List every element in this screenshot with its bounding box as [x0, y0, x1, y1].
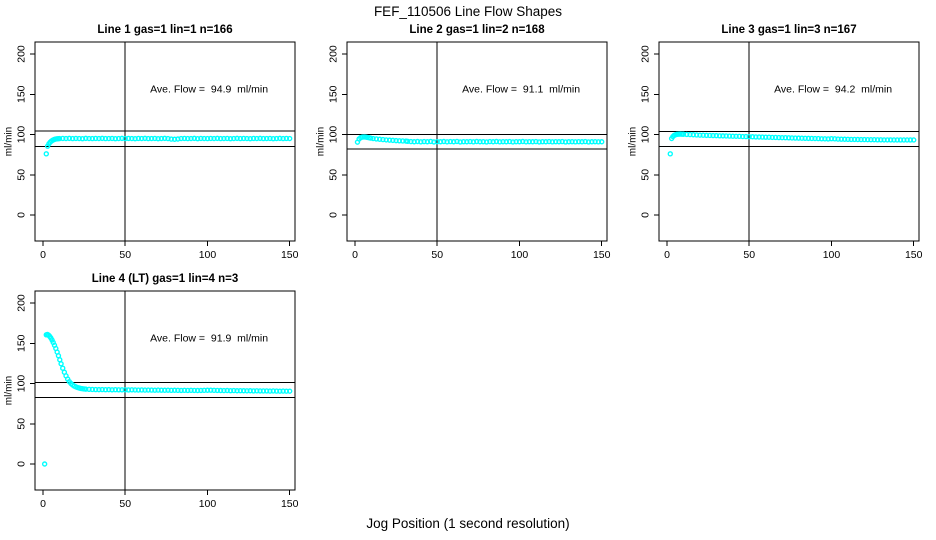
data-series [43, 135, 293, 157]
data-series [667, 131, 917, 157]
y-tick-label: 100 [16, 126, 28, 144]
ave-flow-annotation: Ave. Flow = 91.9 ml/min [150, 333, 268, 345]
x-tick-label: 0 [40, 498, 46, 510]
y-tick-label: 100 [328, 126, 340, 144]
ave-flow-annotation: Ave. Flow = 94.9 ml/min [150, 84, 268, 96]
x-tick-label: 0 [352, 249, 358, 261]
plot-title: Line 4 (LT) gas=1 lin=4 n=3 [92, 273, 238, 285]
y-tick-label: 50 [328, 169, 340, 181]
y-axis-label: ml/min [4, 376, 15, 405]
plot-box [346, 41, 608, 242]
subplot-svg: Line 2 gas=1 lin=2 n=168 0 50 100 150 0 50 100 1… [316, 24, 611, 261]
y-tick-label: 50 [640, 169, 652, 181]
y-tick-label: 0 [16, 461, 28, 467]
plot-box [658, 41, 920, 242]
y-tick-label: 50 [16, 169, 28, 181]
y-tick-label: 200 [16, 294, 28, 312]
subplot-line-4: Line 4 (LT) gas=1 lin=4 n=3 0 50 100 150 0 50 1… [0, 265, 312, 513]
x-tick-label: 50 [743, 249, 755, 261]
y-axis-label: ml/min [4, 127, 15, 156]
ave-flow-annotation: Ave. Flow = 94.2 ml/min [774, 84, 892, 96]
figure-title: FEF_110506 Line Flow Shapes [373, 4, 563, 19]
subplot-line-1: Line 1 gas=1 lin=1 n=166 0 50 100 150 0 50 100 1… [0, 16, 312, 264]
x-tick-label: 150 [905, 249, 923, 261]
plot-box [34, 290, 296, 491]
y-tick-label: 150 [328, 85, 340, 103]
figure-xlabel: Jog Position (1 second resolution) [366, 516, 570, 531]
x-tick-label: 50 [119, 498, 131, 510]
y-axis-label: ml/min [628, 127, 639, 156]
y-tick-label: 0 [16, 212, 28, 218]
data-series [41, 331, 293, 467]
y-tick-label: 200 [328, 45, 340, 63]
y-tick-label: 0 [640, 212, 652, 218]
y-tick-label: 100 [16, 375, 28, 393]
y-tick-label: 100 [640, 126, 652, 144]
subplot-svg: Line 3 gas=1 lin=3 n=167 0 50 100 150 0 50 100 1… [628, 24, 923, 261]
y-tick-label: 0 [328, 212, 340, 218]
x-tick-label: 50 [119, 249, 131, 261]
x-tick-label: 0 [664, 249, 670, 261]
y-axis-label: ml/min [316, 127, 327, 156]
x-tick-label: 150 [593, 249, 611, 261]
subplot-svg: Line 4 (LT) gas=1 lin=4 n=3 0 50 100 150 0 50 1… [4, 273, 299, 510]
subplot-svg: Line 1 gas=1 lin=1 n=166 0 50 100 150 0 50 100 1… [4, 24, 299, 261]
y-tick-label: 150 [16, 334, 28, 352]
x-tick-label: 100 [199, 498, 217, 510]
subplot-line-3: Line 3 gas=1 lin=3 n=167 0 50 100 150 0 50 100 1… [624, 16, 936, 264]
x-tick-label: 100 [511, 249, 529, 261]
x-tick-label: 100 [823, 249, 841, 261]
y-tick-label: 150 [16, 85, 28, 103]
x-tick-label: 100 [199, 249, 217, 261]
x-tick-label: 0 [40, 249, 46, 261]
ave-flow-annotation: Ave. Flow = 91.1 ml/min [462, 84, 580, 96]
y-tick-label: 200 [640, 45, 652, 63]
plot-box [34, 41, 296, 242]
y-tick-label: 50 [16, 418, 28, 430]
plot-title: Line 1 gas=1 lin=1 n=166 [97, 24, 232, 36]
y-tick-label: 200 [16, 45, 28, 63]
x-tick-label: 50 [431, 249, 443, 261]
plot-title: Line 3 gas=1 lin=3 n=167 [721, 24, 856, 36]
y-tick-label: 150 [640, 85, 652, 103]
data-series [354, 134, 605, 145]
subplot-line-2: Line 2 gas=1 lin=2 n=168 0 50 100 150 0 50 100 1… [312, 16, 624, 264]
x-tick-label: 150 [281, 249, 299, 261]
plot-title: Line 2 gas=1 lin=2 n=168 [409, 24, 545, 36]
x-tick-label: 150 [281, 498, 299, 510]
